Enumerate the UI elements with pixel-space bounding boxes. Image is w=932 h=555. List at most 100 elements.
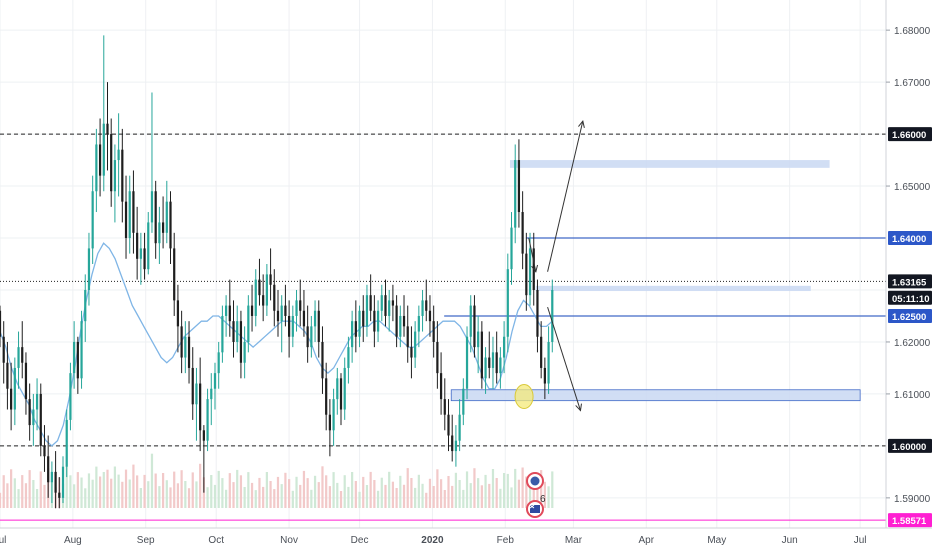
volume-bar <box>217 470 220 508</box>
event-markers[interactable]: 6 <box>526 472 546 518</box>
candle-body <box>76 341 79 379</box>
volume-bar <box>291 490 294 508</box>
candle <box>84 274 87 342</box>
price-label-box <box>888 274 932 289</box>
volume-bar <box>362 476 365 508</box>
volume-bar <box>421 483 424 508</box>
candle <box>365 284 369 337</box>
trend-arrow-2[interactable] <box>547 306 582 412</box>
zone-1[interactable] <box>535 285 811 292</box>
candle <box>47 435 50 498</box>
candle <box>521 191 524 270</box>
volume-bar <box>540 470 543 508</box>
candle-body <box>384 295 387 316</box>
volume-bar <box>439 479 443 508</box>
y-tick-label: 1.61000 <box>894 390 931 401</box>
candle-body <box>147 222 150 270</box>
volume-bar <box>243 487 246 508</box>
volume-bar <box>347 486 350 508</box>
candle-body <box>465 336 469 389</box>
volume-bar <box>447 476 450 508</box>
price-label-1.58571[interactable]: 1.58571 <box>888 513 932 528</box>
price-label-1.60000[interactable]: 1.60000 <box>888 438 932 453</box>
x-tick-label: Feb <box>497 535 515 546</box>
volume-bar <box>213 484 217 508</box>
candle-body <box>43 445 46 457</box>
candle-body <box>495 352 498 374</box>
flag-australia-icon[interactable] <box>526 500 544 518</box>
candle-body <box>325 378 328 415</box>
candle-body <box>228 305 231 322</box>
volume-bar <box>547 486 550 508</box>
volume-bar <box>365 485 369 508</box>
candle-body <box>110 134 113 192</box>
candle <box>43 425 46 472</box>
volume-bar <box>325 475 328 508</box>
volume-bar <box>351 472 354 508</box>
price-label-1.62500[interactable]: 1.62500 <box>888 308 932 323</box>
trend-arrow-1[interactable] <box>547 119 585 272</box>
candle-body <box>236 321 239 342</box>
candle <box>302 289 306 337</box>
earnings-event-icon[interactable] <box>526 472 544 490</box>
candle-body <box>502 336 506 358</box>
candle <box>351 310 354 363</box>
zone-0[interactable] <box>509 160 830 168</box>
volume-bar <box>495 478 498 508</box>
volume-bar <box>0 492 2 508</box>
volume-bar <box>458 480 461 508</box>
zone-2[interactable] <box>450 389 861 402</box>
volume-bar <box>236 469 239 508</box>
price-label-1.63165[interactable]: 1.63165 <box>888 274 932 289</box>
candle <box>150 92 154 233</box>
trend-arrow-0[interactable] <box>528 237 539 273</box>
volume-bar <box>136 475 139 508</box>
candle <box>217 341 220 389</box>
candle <box>124 175 128 259</box>
candle <box>410 326 413 379</box>
volume-bar <box>187 488 191 508</box>
candle-body <box>484 357 487 379</box>
horizontal-lines[interactable] <box>0 133 886 521</box>
candle <box>325 362 328 431</box>
candle-body <box>73 341 76 374</box>
volume-bar <box>532 472 535 508</box>
candle-body <box>210 388 213 400</box>
price-label-05:11:10[interactable]: 05:11:10 <box>888 290 932 305</box>
zones[interactable] <box>450 160 861 402</box>
moving-average <box>0 242 553 447</box>
volume-bar <box>165 480 168 508</box>
candle-body <box>95 144 98 192</box>
price-label-1.64000[interactable]: 1.64000 <box>888 231 932 246</box>
candle <box>210 373 213 426</box>
candle <box>154 180 157 259</box>
candle-body <box>265 274 268 306</box>
x-tick-label: Oct <box>208 535 224 546</box>
candle <box>161 196 165 249</box>
volume-bar <box>76 472 79 508</box>
highlight-marker[interactable] <box>514 384 534 410</box>
candle <box>158 206 161 264</box>
candle-body <box>469 305 472 337</box>
candle <box>506 253 509 353</box>
candle <box>139 232 142 285</box>
volume-bar <box>451 485 454 508</box>
annotations[interactable] <box>514 119 585 412</box>
price-label-1.66000[interactable]: 1.66000 <box>888 127 932 142</box>
candle-body <box>491 352 495 368</box>
volume-bar <box>106 469 109 508</box>
candle <box>310 315 313 358</box>
candle-body <box>54 471 57 493</box>
candle <box>113 144 117 223</box>
candle <box>321 326 324 394</box>
candle <box>295 289 298 332</box>
candle-body <box>0 310 2 337</box>
volume-bar <box>221 478 224 508</box>
candle-body <box>417 315 420 332</box>
candle-body <box>98 144 102 176</box>
volume-bar <box>480 485 483 508</box>
volume-bars <box>0 453 554 508</box>
x-tick-label: Aug <box>64 535 82 546</box>
